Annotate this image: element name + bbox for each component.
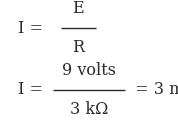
Text: I =: I = — [18, 81, 48, 98]
Text: I =: I = — [18, 20, 48, 37]
Text: = 3 mA: = 3 mA — [130, 81, 178, 98]
Text: E: E — [72, 0, 84, 17]
Text: R: R — [72, 39, 84, 56]
Text: 9 volts: 9 volts — [62, 62, 116, 79]
Text: 3 kΩ: 3 kΩ — [70, 101, 108, 118]
